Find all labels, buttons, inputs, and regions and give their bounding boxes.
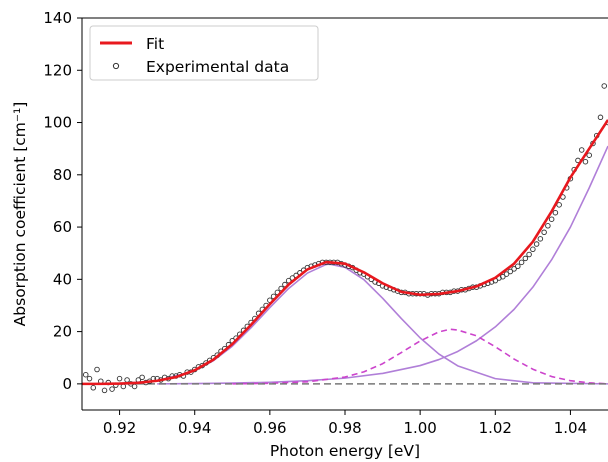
y-tick-label: 100 <box>43 114 72 132</box>
y-axis-title: Absorption coefficient [cm⁻¹] <box>11 102 29 327</box>
data-point <box>578 147 585 153</box>
data-point <box>109 386 115 392</box>
y-tick-label: 40 <box>53 270 72 288</box>
y-tick-label: 80 <box>53 166 72 184</box>
y-tick-label: 120 <box>43 61 72 79</box>
x-tick-label: 1.04 <box>554 419 587 437</box>
data-point <box>83 371 89 378</box>
scatter-layer <box>83 83 608 394</box>
data-point <box>124 377 130 383</box>
component-dashed-line <box>232 328 608 385</box>
legend-data-swatch <box>112 62 120 70</box>
fit-line <box>82 119 608 386</box>
data-point <box>94 366 100 373</box>
data-point <box>518 259 525 266</box>
x-axis-title: Photon energy [eV] <box>270 442 420 460</box>
legend-fit-label: Fit <box>146 35 164 53</box>
data-point <box>526 251 532 258</box>
x-tick-label: 0.94 <box>178 419 211 437</box>
data-point <box>530 246 536 253</box>
y-tick-label: 20 <box>53 323 72 341</box>
data-point <box>541 229 547 236</box>
data-point <box>90 385 97 391</box>
data-point <box>522 255 529 262</box>
data-point <box>86 375 93 382</box>
data-point <box>533 241 540 247</box>
data-point <box>511 266 517 272</box>
data-point <box>515 263 521 270</box>
y-tick-label: 0 <box>62 375 72 393</box>
data-point <box>556 202 562 208</box>
data-point <box>601 83 607 89</box>
data-point <box>545 223 551 229</box>
data-point <box>586 152 592 158</box>
legend-data-label: Experimental data <box>146 58 289 76</box>
data-point <box>503 271 510 277</box>
x-tick-label: 0.92 <box>103 419 136 437</box>
y-tick-label: 60 <box>53 218 72 236</box>
x-tick-label: 0.98 <box>328 419 361 437</box>
data-point <box>120 383 127 390</box>
legend: Fit Experimental data <box>89 25 319 81</box>
fit-layer <box>82 119 608 386</box>
x-tick-label: 0.96 <box>253 419 286 437</box>
data-point <box>500 273 506 280</box>
data-point <box>552 209 559 216</box>
data-point <box>116 375 123 382</box>
legend-box <box>89 25 319 81</box>
data-point <box>101 387 108 394</box>
x-tick-label: 1.00 <box>403 419 436 437</box>
y-tick-label: 140 <box>43 9 72 27</box>
data-point <box>597 114 604 121</box>
x-ticks: 0.92 0.94 0.96 0.98 1.00 1.02 1.04 <box>103 410 587 437</box>
component-line <box>82 263 608 385</box>
data-point <box>537 236 544 242</box>
component-line <box>157 145 608 385</box>
data-point <box>139 374 145 381</box>
data-point <box>548 216 555 222</box>
y-ticks: 0 20 40 60 80 100 120 140 <box>43 9 82 393</box>
data-point <box>507 268 514 275</box>
x-tick-label: 1.02 <box>479 419 512 437</box>
data-point <box>582 158 589 165</box>
data-point <box>131 383 138 390</box>
